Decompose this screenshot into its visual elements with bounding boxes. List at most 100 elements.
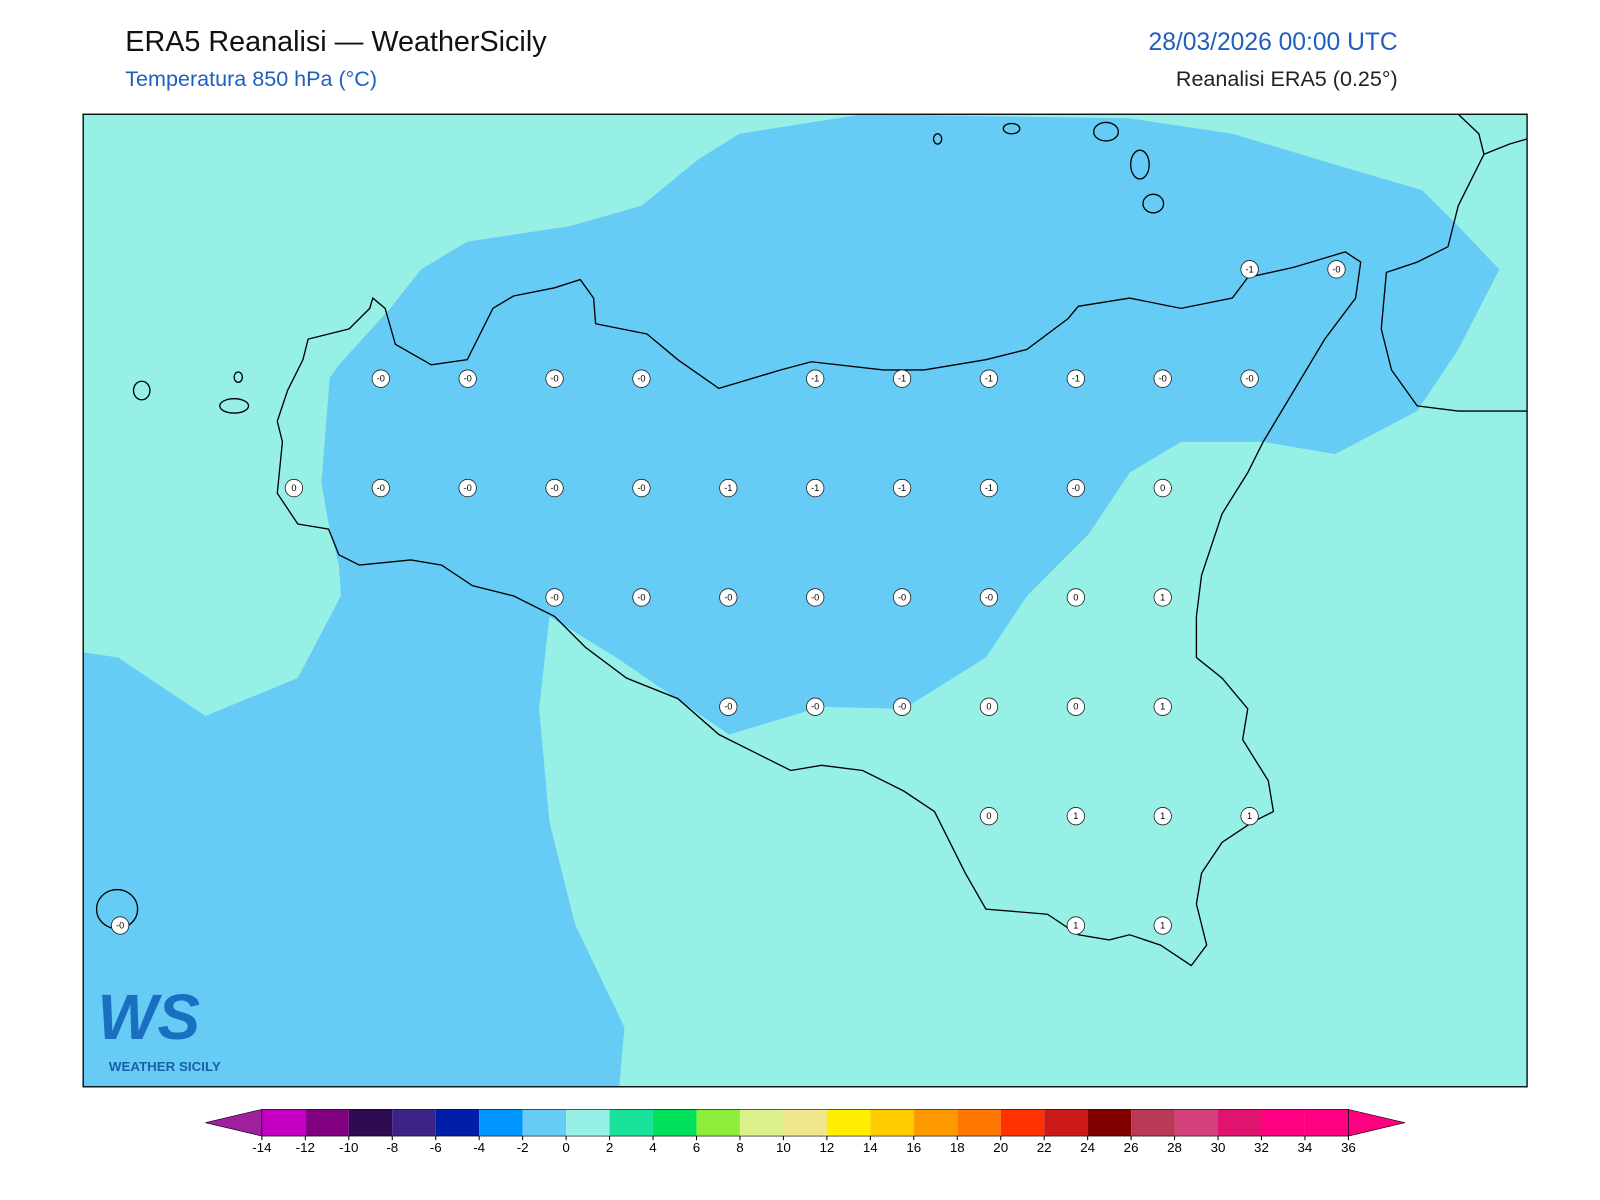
colorbar-segment [435,1109,480,1137]
station-marker [1240,260,1259,279]
station: 1 [1066,807,1085,826]
station-value: -0 [377,483,385,493]
colorbar-tick-label: 0 [562,1140,569,1155]
station: 1 [1240,807,1259,826]
station-marker [979,807,999,826]
station: -0 [979,588,999,607]
station-value: -1 [811,483,819,493]
station-marker [892,369,912,388]
coastline-calabria [1380,114,1528,412]
station-value: -0 [985,592,993,602]
station: -1 [892,369,912,388]
station: -0 [1153,369,1172,388]
station: 0 [979,697,999,716]
station-marker [1240,807,1259,826]
station-marker [806,369,825,388]
colorbar-tick-label: 30 [1211,1140,1226,1155]
station-value: -1 [985,483,993,493]
colorbar-segment [1261,1109,1305,1137]
station: -1 [1066,369,1085,388]
subtitle: Temperatura 850 hPa (°C) [125,66,377,91]
station-marker [1153,697,1172,716]
station-marker [1327,260,1346,279]
station: -0 [632,478,651,498]
station: -1 [979,478,999,498]
coastline-sicily [276,251,1362,967]
station-value: -0 [724,702,732,712]
colorbar-tick-label: 36 [1341,1140,1356,1155]
station-value: -0 [464,483,472,493]
station: -1 [719,478,738,498]
station-marker [1066,369,1085,388]
colorbar-tick-label: 32 [1254,1140,1269,1155]
station-marker [1066,478,1085,498]
station-marker [806,697,825,716]
colorbar-tick-label: -14 [252,1140,272,1155]
station-marker [632,478,651,498]
station-marker [1066,807,1085,826]
station-marker [371,369,390,388]
colorbar-segment [696,1109,740,1137]
colorbar-tick-label: 16 [906,1140,921,1155]
colorbar-over [1348,1108,1405,1137]
colorbar-segment [870,1109,914,1137]
colorbar-tick-label: 18 [950,1140,965,1155]
colorbar-tick-label: 12 [819,1140,834,1155]
station: -0 [545,369,564,388]
title: ERA5 Reanalisi — WeatherSicily [125,26,547,58]
station-value: -0 [377,374,385,384]
colorbar-segment [305,1109,349,1137]
colorbar-segment [566,1109,610,1137]
station-marker [1153,588,1172,607]
colorbar-under [205,1108,263,1137]
station-value: -1 [811,374,819,384]
station-marker [632,369,651,388]
station-marker [1240,369,1259,388]
station: -0 [371,478,390,498]
colorbar-segment [1131,1109,1175,1137]
station: -0 [892,588,912,607]
station: 0 [284,478,304,498]
colorbar-tick-label: 24 [1080,1140,1095,1155]
colorbar-segment [913,1109,958,1137]
station: 0 [1066,697,1085,716]
colorbar-tick-label: -2 [517,1140,529,1155]
station: -0 [806,697,825,716]
colorbar-tick-label: 26 [1124,1140,1139,1155]
station-marker [892,697,912,716]
station: -0 [1066,478,1085,498]
station-value: 1 [1073,920,1078,930]
station-marker [806,478,825,498]
station-value: -0 [637,483,645,493]
station-value: -0 [550,592,558,602]
station: -0 [806,588,825,607]
station: -0 [545,478,564,498]
station: -1 [979,369,999,388]
station-value: 1 [1073,811,1078,821]
station-value: -1 [724,483,732,493]
station: -1 [806,369,825,388]
station-marker [632,588,651,607]
colorbar-tick-label: -10 [339,1140,358,1155]
colorbar-segment [1000,1109,1045,1137]
source: Reanalisi ERA5 (0.25°) [1176,66,1398,91]
station-marker [111,916,130,935]
station: -0 [545,588,564,607]
station-value: -0 [116,920,124,930]
station-marker [892,588,912,607]
station-marker [892,478,912,498]
station: -0 [1327,260,1346,279]
station: 1 [1153,916,1172,935]
station-marker [806,588,825,607]
station-value: -0 [550,483,558,493]
station-value: -0 [1245,374,1253,384]
station: -0 [458,478,477,498]
station-value: -1 [1245,264,1253,274]
station: -1 [892,478,912,498]
colorbar-tick-label: 34 [1298,1140,1313,1155]
date: 28/03/2026 00:00 UTC [1149,29,1398,56]
station-value: -1 [1072,374,1080,384]
colorbar-segment [1218,1109,1262,1137]
station-value: 1 [1160,811,1165,821]
